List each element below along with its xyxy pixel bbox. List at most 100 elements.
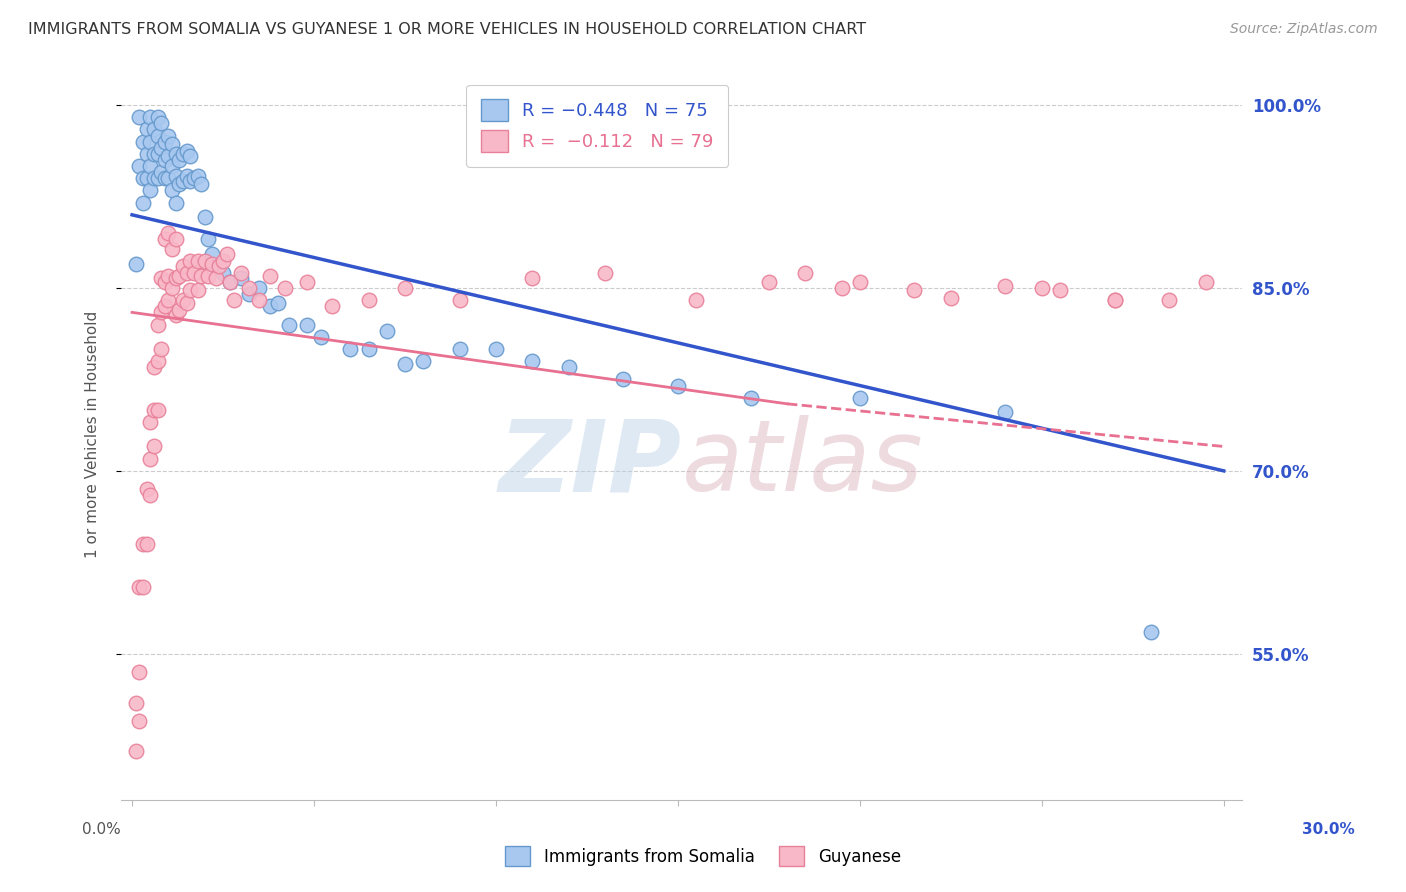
Point <box>157 171 180 186</box>
Point <box>142 146 165 161</box>
Point <box>128 110 150 124</box>
Point <box>357 342 380 356</box>
Point <box>153 153 176 167</box>
Point <box>522 354 544 368</box>
Point <box>157 149 180 163</box>
Point <box>150 271 173 285</box>
Point <box>135 537 157 551</box>
Point <box>179 174 201 188</box>
Point <box>666 378 689 392</box>
Point <box>169 178 191 192</box>
Point <box>160 159 183 173</box>
Point <box>994 278 1017 293</box>
Point <box>146 110 169 124</box>
Point <box>179 284 201 298</box>
Point <box>150 116 173 130</box>
Point <box>485 342 508 356</box>
Point <box>179 149 201 163</box>
Text: ZIP: ZIP <box>499 415 682 512</box>
Point <box>125 696 148 710</box>
Point <box>197 232 219 246</box>
Point <box>146 318 169 332</box>
Point <box>128 665 150 679</box>
Point <box>165 271 187 285</box>
Point <box>128 580 150 594</box>
Point <box>132 195 155 210</box>
Point <box>176 169 198 183</box>
Point <box>157 226 180 240</box>
Point <box>153 299 176 313</box>
Point <box>146 146 169 161</box>
Point <box>146 354 169 368</box>
Text: Source: ZipAtlas.com: Source: ZipAtlas.com <box>1230 22 1378 37</box>
Point <box>165 195 187 210</box>
Point <box>146 403 169 417</box>
Point <box>176 295 198 310</box>
Point <box>139 135 162 149</box>
Point <box>190 268 212 283</box>
Legend: Immigrants from Somalia, Guyanese: Immigrants from Somalia, Guyanese <box>496 838 910 875</box>
Point <box>165 232 187 246</box>
Point <box>128 159 150 173</box>
Point <box>142 360 165 375</box>
Point <box>160 137 183 152</box>
Point <box>125 744 148 758</box>
Point <box>295 275 318 289</box>
Point <box>165 146 187 161</box>
Point <box>212 266 235 280</box>
Point <box>357 293 380 308</box>
Point <box>208 259 231 273</box>
Point <box>139 488 162 502</box>
Point <box>259 299 281 313</box>
Point <box>160 281 183 295</box>
Point <box>135 482 157 496</box>
Point <box>169 153 191 167</box>
Point <box>903 284 925 298</box>
Point <box>190 178 212 192</box>
Point <box>157 128 180 143</box>
Point <box>1159 293 1181 308</box>
Point <box>204 259 226 273</box>
Point <box>277 318 299 332</box>
Point <box>187 169 209 183</box>
Point <box>201 247 224 261</box>
Point <box>153 232 176 246</box>
Point <box>394 281 416 295</box>
Point <box>222 293 245 308</box>
Point <box>197 268 219 283</box>
Point <box>449 342 471 356</box>
Point <box>274 281 297 295</box>
Point <box>295 318 318 332</box>
Point <box>142 403 165 417</box>
Point <box>132 171 155 186</box>
Point <box>1104 293 1126 308</box>
Point <box>146 171 169 186</box>
Point <box>150 342 173 356</box>
Point <box>321 299 343 313</box>
Point <box>194 254 217 268</box>
Point <box>135 122 157 136</box>
Point <box>157 268 180 283</box>
Point <box>249 281 271 295</box>
Point <box>219 275 242 289</box>
Point <box>231 271 253 285</box>
Point <box>139 159 162 173</box>
Point <box>132 537 155 551</box>
Point <box>212 254 235 268</box>
Point <box>165 169 187 183</box>
Point <box>142 440 165 454</box>
Point <box>132 135 155 149</box>
Point <box>150 141 173 155</box>
Point <box>831 281 853 295</box>
Point <box>157 293 180 308</box>
Legend: R = −0.448   N = 75, R =  −0.112   N = 79: R = −0.448 N = 75, R = −0.112 N = 79 <box>467 85 728 167</box>
Point <box>183 171 205 186</box>
Point <box>375 324 398 338</box>
Point <box>128 714 150 728</box>
Point <box>139 451 162 466</box>
Point <box>558 360 581 375</box>
Point <box>150 165 173 179</box>
Point <box>612 372 634 386</box>
Point <box>593 266 616 280</box>
Point <box>685 293 707 308</box>
